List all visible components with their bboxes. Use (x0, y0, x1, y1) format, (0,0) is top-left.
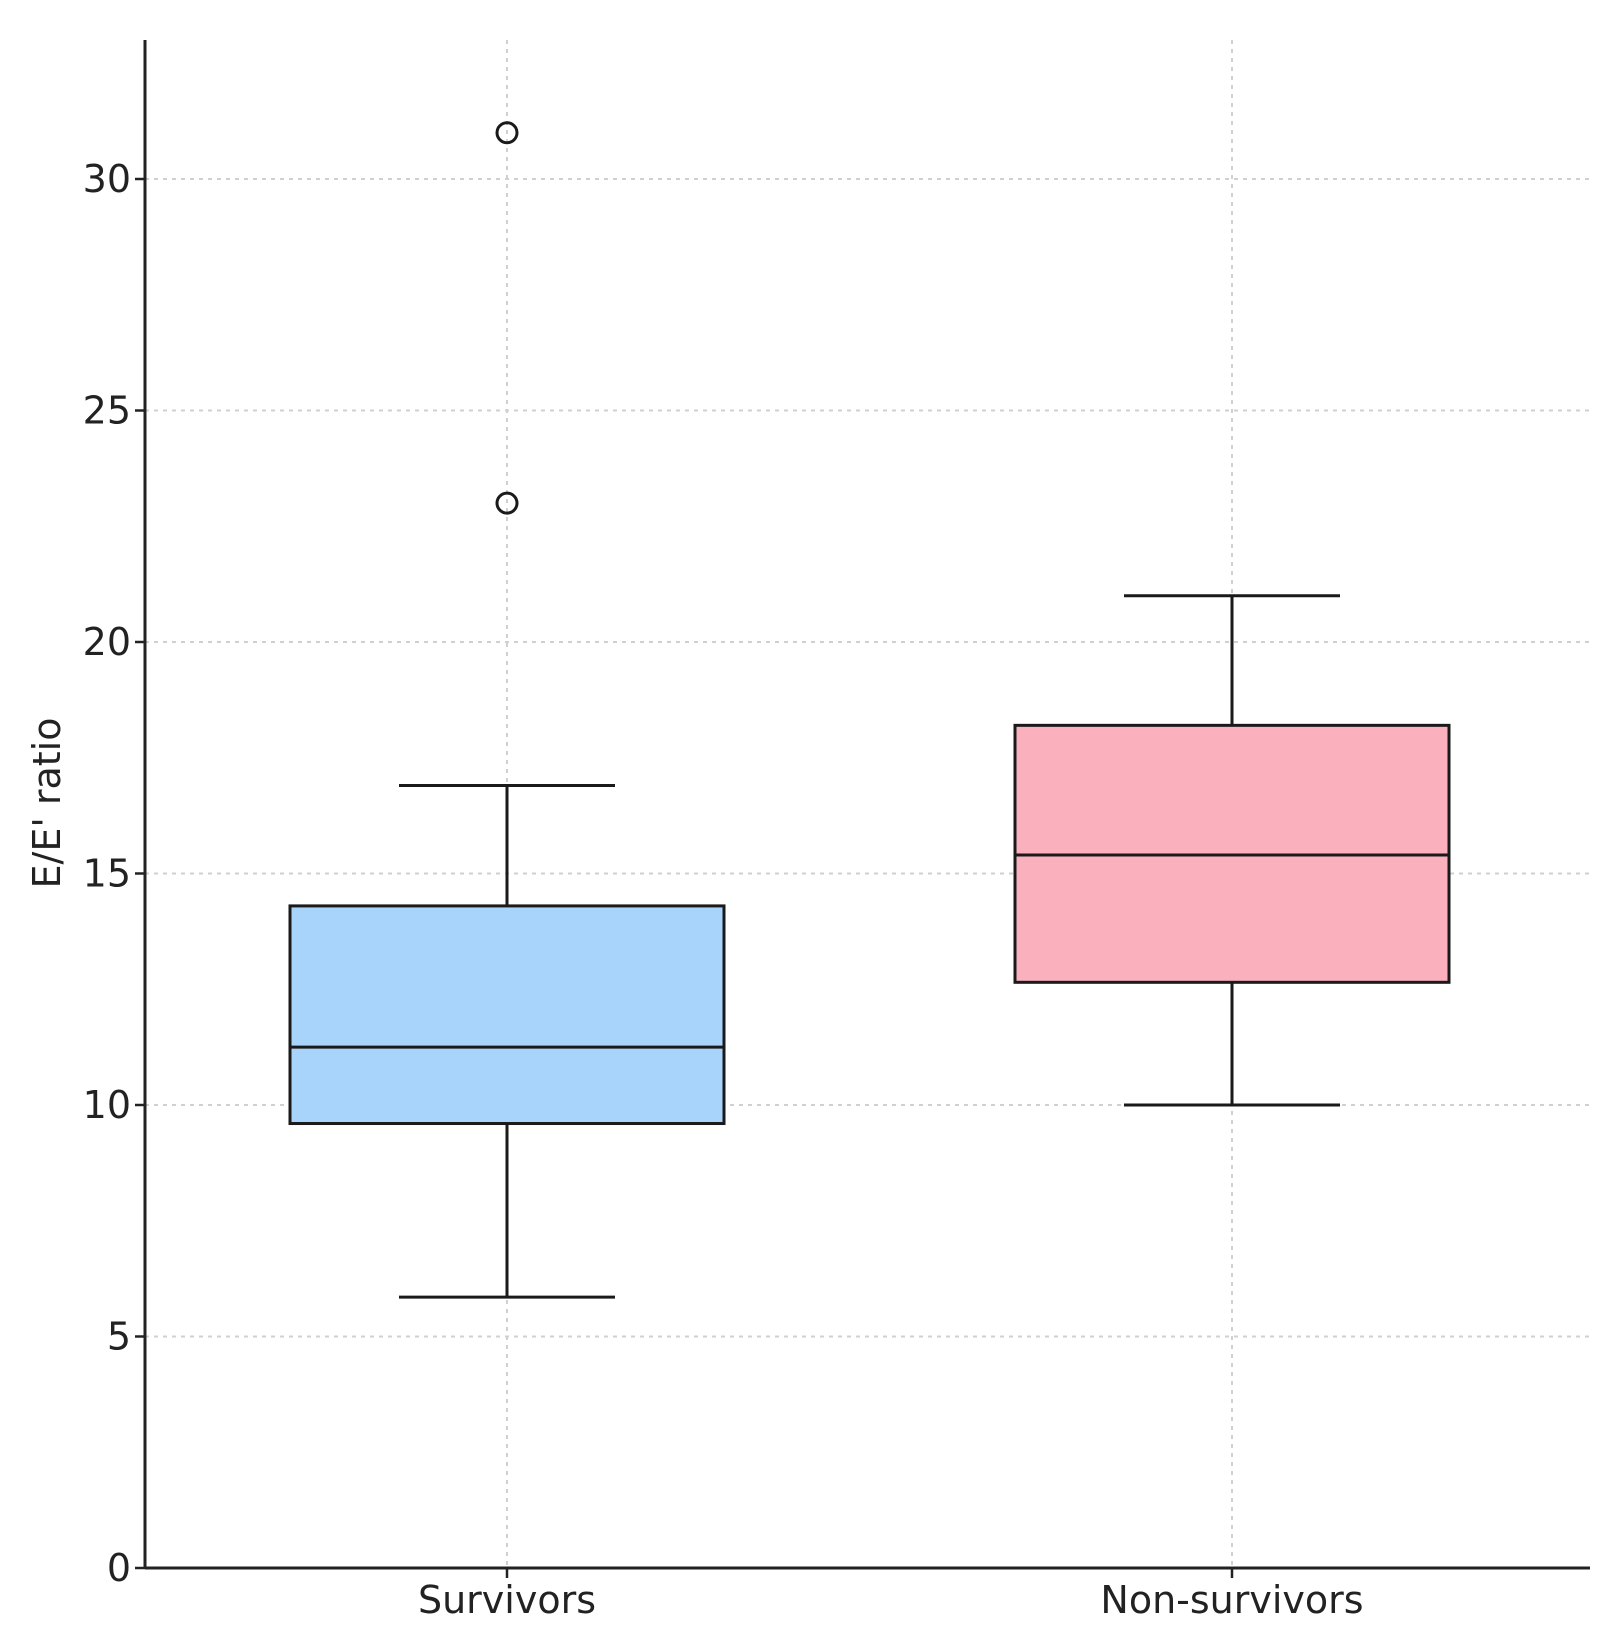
boxes-layer (288, 121, 1451, 1299)
iqr-box (288, 904, 726, 1126)
grid-layer (145, 40, 1590, 1568)
y-tick-label: 0 (107, 1546, 131, 1590)
outlier-point (495, 121, 519, 145)
box-group-survivors (288, 121, 726, 1299)
y-tick-label: 10 (83, 1083, 131, 1127)
y-tick-label: 5 (107, 1315, 131, 1359)
x-tick-label-survivors: Survivors (418, 1578, 596, 1622)
outlier-point (495, 491, 519, 515)
box-group-non-survivors (1013, 594, 1451, 1107)
axes-layer (143, 40, 1590, 1570)
y-axis-title: E/E' ratio (25, 718, 69, 889)
y-tick-label: 30 (83, 157, 131, 201)
y-tick-label: 20 (83, 620, 131, 664)
ticks-layer: 0 5 10 15 20 25 30 Survivors Non-survivors (83, 157, 1364, 1622)
y-tick-label: 15 (83, 852, 131, 896)
y-tick-label: 25 (83, 389, 131, 433)
x-tick-label-non-survivors: Non-survivors (1100, 1578, 1363, 1622)
